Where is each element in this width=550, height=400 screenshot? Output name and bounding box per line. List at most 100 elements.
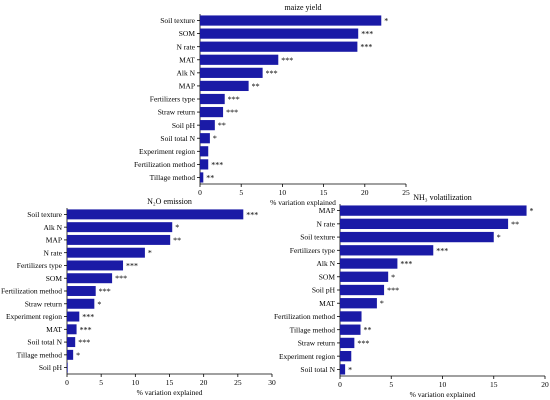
bar — [340, 258, 398, 269]
bar — [340, 205, 527, 216]
bar — [67, 209, 244, 220]
category-label: MAT — [319, 299, 335, 308]
chart-title: N₂O emission — [147, 197, 192, 206]
category-label: SOM — [179, 29, 196, 38]
significance-label: * — [380, 299, 384, 308]
bar — [200, 106, 224, 118]
bar — [200, 15, 382, 26]
x-tick-label: 30 — [268, 378, 276, 387]
bar — [200, 80, 249, 92]
significance-label: ** — [511, 220, 519, 229]
significance-label: *** — [80, 325, 92, 334]
category-label: Alk N — [176, 68, 195, 77]
category-label: MAT — [46, 325, 62, 334]
category-label: Soil total N — [27, 338, 62, 347]
x-tick-label: 15 — [490, 380, 498, 389]
category-label: Soil texture — [300, 233, 335, 242]
significance-label: * — [213, 134, 217, 143]
bar — [340, 218, 509, 230]
x-axis-label: % variation explained — [137, 388, 203, 397]
category-label: Alk N — [316, 259, 335, 268]
bar — [200, 120, 215, 131]
significance-label: *** — [115, 274, 127, 283]
significance-label: * — [497, 233, 501, 242]
category-label: Experiment region — [279, 352, 335, 361]
significance-label: ** — [252, 82, 260, 91]
x-axis-label: % variation explained — [270, 198, 336, 207]
bar — [340, 231, 494, 243]
category-label: MAT — [179, 55, 195, 64]
chart-panel-1: maize yield 0 5 10 15 20 25 % variation explain… — [134, 3, 410, 207]
category-label: Straw return — [298, 339, 336, 348]
significance-label: *** — [226, 108, 238, 117]
significance-label: * — [148, 249, 152, 258]
x-tick-label: 15 — [166, 378, 174, 387]
x-tick-label: 25 — [402, 188, 410, 197]
chart-panel-3: NH₃ volatilization 0 5 10 15 20 % variation ex… — [274, 193, 549, 399]
significance-label: ** — [206, 173, 214, 182]
category-label: Straw return — [25, 299, 63, 308]
category-label: Tillage method — [150, 173, 196, 182]
x-tick-label: 20 — [361, 188, 369, 197]
significance-label: ** — [173, 236, 181, 245]
chart-panel-2: N₂O emission 0 5 10 15 20 25 30 % variation expl… — [1, 197, 276, 397]
category-label: Soil pH — [39, 363, 63, 372]
x-tick-label: 0 — [338, 380, 342, 389]
significance-label: *** — [387, 286, 399, 295]
bar — [67, 349, 74, 360]
bar — [340, 324, 361, 335]
x-tick-label: 5 — [239, 188, 243, 197]
bar — [67, 234, 171, 245]
significance-label: * — [348, 365, 352, 374]
x-tick-label: 10 — [439, 380, 447, 389]
category-label: MAP — [319, 206, 335, 215]
category-label: Alk N — [43, 223, 62, 232]
bar — [67, 311, 80, 322]
category-label: SOM — [319, 272, 336, 281]
category-label: Soil texture — [27, 210, 62, 219]
category-label: MAP — [179, 82, 195, 91]
x-tick-label: 20 — [200, 378, 208, 387]
x-axis-label: % variation explained — [410, 390, 476, 399]
bar — [200, 172, 204, 183]
significance-label: *** — [78, 338, 90, 347]
bar — [67, 298, 95, 309]
category-label: Fertilization method — [1, 287, 62, 296]
significance-label: *** — [246, 210, 258, 219]
category-label: N rate — [316, 219, 335, 228]
significance-label: *** — [82, 313, 94, 322]
category-label: Tillage method — [17, 350, 63, 359]
x-tick-label: 15 — [320, 188, 328, 197]
x-tick-label: 10 — [132, 378, 140, 387]
category-label: Experiment region — [139, 147, 195, 156]
bar — [340, 350, 352, 362]
bar — [200, 28, 359, 39]
bar — [67, 362, 68, 373]
significance-label: * — [76, 351, 80, 360]
category-label: Soil texture — [160, 16, 195, 25]
significance-label: ** — [218, 121, 226, 130]
significance-label: *** — [361, 30, 373, 39]
bar — [340, 311, 362, 322]
bar — [340, 284, 385, 296]
significance-label: * — [391, 273, 395, 282]
significance-label: *** — [360, 43, 372, 52]
significance-label: *** — [99, 287, 111, 296]
category-label: Soil pH — [312, 286, 336, 295]
category-label: Straw return — [158, 108, 196, 117]
category-label: Experiment region — [6, 312, 62, 321]
significance-label: *** — [228, 95, 240, 104]
x-tick-label: 0 — [65, 378, 69, 387]
x-tick-label: 10 — [279, 188, 287, 197]
bar — [200, 159, 209, 170]
bar — [67, 273, 113, 284]
x-tick-label: 0 — [198, 188, 202, 197]
category-label: N rate — [43, 248, 62, 257]
x-tick-label: 5 — [389, 380, 393, 389]
bar — [67, 337, 76, 348]
bar — [67, 222, 173, 233]
significance-label: *** — [281, 56, 293, 65]
category-label: MAP — [46, 236, 62, 245]
